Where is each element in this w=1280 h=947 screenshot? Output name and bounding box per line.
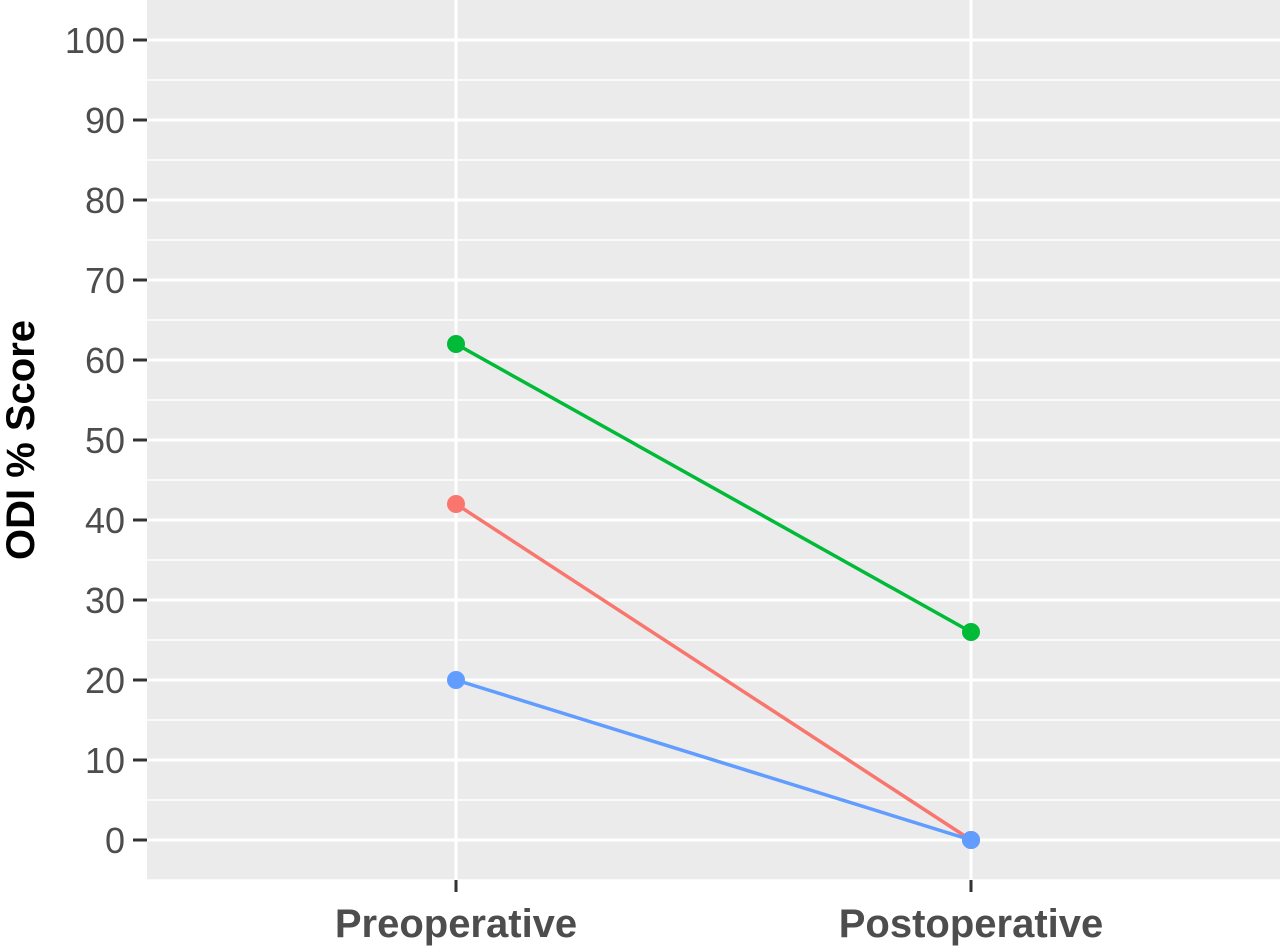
y-tick-label: 70 xyxy=(85,260,125,301)
y-axis: 0 10 20 30 40 50 60 70 80 90 100 xyxy=(65,20,147,861)
y-tick-label: 0 xyxy=(105,820,125,861)
y-tick-label: 10 xyxy=(85,740,125,781)
y-tick-label: 100 xyxy=(65,20,125,61)
data-point xyxy=(447,671,465,689)
data-point xyxy=(962,623,980,641)
y-axis-title: ODI % Score xyxy=(0,320,43,560)
y-tick-label: 90 xyxy=(85,100,125,141)
x-axis: Preoperative Postoperative xyxy=(335,880,1103,946)
x-category-label: Postoperative xyxy=(839,902,1104,946)
y-tick-label: 20 xyxy=(85,660,125,701)
series-3 xyxy=(447,671,980,849)
series-line xyxy=(455,502,972,842)
y-tick-label: 80 xyxy=(85,180,125,221)
y-tick-label: 60 xyxy=(85,340,125,381)
series-layer xyxy=(447,335,980,849)
major-gridlines xyxy=(147,0,1280,880)
series-2 xyxy=(447,335,980,641)
y-tick-label: 40 xyxy=(85,500,125,541)
data-point xyxy=(447,335,465,353)
data-point xyxy=(962,831,980,849)
minor-gridlines xyxy=(147,79,1280,881)
series-line xyxy=(455,678,972,842)
series-line xyxy=(455,342,972,634)
data-point xyxy=(447,495,465,513)
y-tick-label: 50 xyxy=(85,420,125,461)
x-category-label: Preoperative xyxy=(335,902,577,946)
y-tick-label: 30 xyxy=(85,580,125,621)
